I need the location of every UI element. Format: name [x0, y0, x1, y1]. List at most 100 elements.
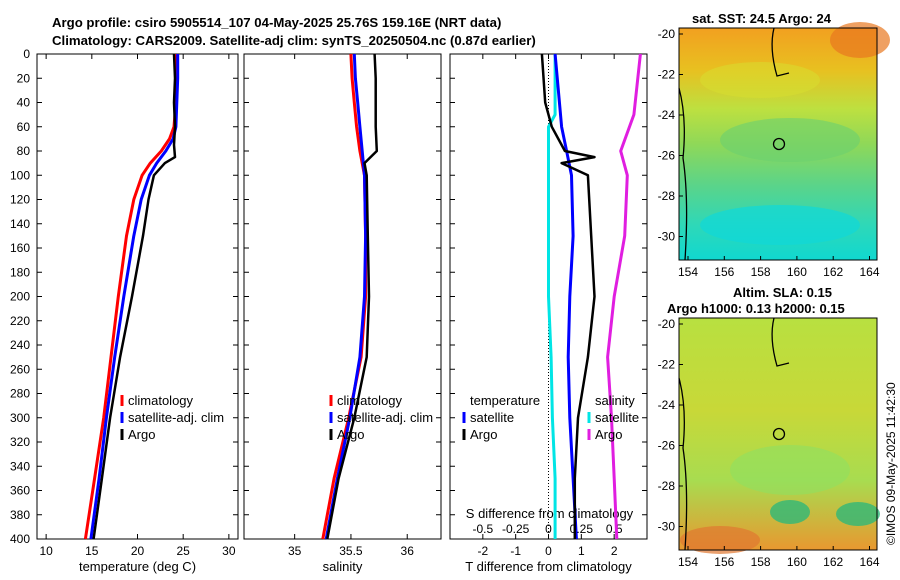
argo-line — [326, 53, 379, 540]
y-tick-label: -26 — [658, 149, 676, 163]
profile-panel-difference: -2 -1 0 1 2T difference from climatology -0.5… — [449, 53, 648, 574]
x-tick-label: 20 — [131, 544, 145, 558]
x-tick-label: 2 — [611, 544, 618, 558]
figure-title-line2: Climatology: CARS2009. Satellite-adj cli… — [52, 33, 536, 48]
legend-temperature-title: temperature — [470, 393, 540, 408]
panel-frame — [36, 53, 239, 540]
x-tick-label: 164 — [859, 555, 879, 569]
x-tick-label: 30 — [222, 544, 236, 558]
t-satellite-line — [553, 53, 578, 540]
sla-low-patch — [730, 445, 850, 495]
legend-climatology-label: climatology — [337, 393, 403, 408]
legend-s-satellite-label: satellite — [595, 410, 639, 425]
sst-map-title: sat. SST: 24.5 Argo: 24 — [692, 11, 831, 26]
x-axis-label: temperature (deg C) — [79, 559, 196, 574]
legend-satellite-adj-clim-label: satellite-adj. clim — [337, 410, 433, 425]
x-tick-label: 0 — [545, 544, 552, 558]
y-tick-label: 240 — [10, 338, 30, 352]
sst-map-coastline — [678, 87, 688, 261]
legend-s-argo-label: Argo — [595, 427, 622, 442]
y-tick-label: -28 — [658, 189, 676, 203]
x-tick-label: -2 — [477, 544, 488, 558]
y-tick-label: -22 — [658, 68, 676, 82]
figure-title-line1: Argo profile: csiro 5905514_107 04-May-2… — [52, 15, 502, 30]
profile-panel-temperature: 10 15 20 25 30 temperature (deg C) 0 20 40 60 80 10… — [10, 47, 239, 574]
x-tick-label: 158 — [751, 555, 771, 569]
x-tick-label: 158 — [751, 265, 771, 279]
x-tick-label: 162 — [823, 265, 843, 279]
y-tick-label: 20 — [17, 71, 31, 85]
x-tick-label: 35.5 — [339, 544, 363, 558]
y-tick-label: 180 — [10, 265, 30, 279]
legend-argo-label: Argo — [128, 427, 155, 442]
x-tick-label: 164 — [859, 265, 879, 279]
s-tick-label: -0.25 — [502, 522, 530, 536]
x-tick-label: 156 — [714, 555, 734, 569]
x-tick-label: 36 — [401, 544, 415, 558]
y-tick-label: 60 — [17, 120, 31, 134]
y-tick-label: -24 — [658, 108, 676, 122]
sst-cool-patch — [720, 118, 860, 162]
x-axis-label: salinity — [323, 559, 363, 574]
legend-satellite-adj-clim-label: satellite-adj. clim — [128, 410, 224, 425]
y-tick-label: 220 — [10, 314, 30, 328]
x-tick-label: 156 — [714, 265, 734, 279]
sst-hot-patch — [830, 22, 890, 58]
y-tick-label: 300 — [10, 411, 30, 425]
y-tick-label: 140 — [10, 217, 30, 231]
legend-salinity-title: salinity — [595, 393, 635, 408]
sst-map-reef-outline — [771, 27, 790, 77]
x-tick-label: 162 — [823, 555, 843, 569]
satellite-adj-clim-line — [89, 54, 180, 540]
y-tick-label: 40 — [17, 96, 31, 110]
y-tick-label: -30 — [658, 520, 676, 534]
s-argo-line — [606, 53, 642, 540]
s-tick-label: 0 — [545, 522, 552, 536]
satellite-adj-clim-line — [324, 53, 368, 540]
sla-map-coastline — [678, 377, 688, 551]
sla-map-title-line1: Altim. SLA: 0.15 — [733, 285, 832, 300]
y-tick-label: 280 — [10, 387, 30, 401]
x-tick-label: 160 — [787, 555, 807, 569]
y-tick-label: -20 — [658, 317, 676, 331]
sst-map-panel: 154 156 158 160 162 164 -20 -22 -24 -26 -28 -30 — [658, 22, 890, 279]
sla-map-argo-location-marker — [772, 427, 786, 441]
y-tick-label: 340 — [10, 459, 30, 473]
x-tick-label: 15 — [85, 544, 99, 558]
y-tick-label: -30 — [658, 230, 676, 244]
x-tick-label: 25 — [177, 544, 191, 558]
y-tick-label: 400 — [10, 532, 30, 546]
sst-cold-patch — [700, 205, 860, 245]
y-tick-label: 100 — [10, 168, 30, 182]
y-tick-label: -28 — [658, 479, 676, 493]
s-axis-label: S difference from climatology — [466, 506, 634, 521]
y-tick-label: -22 — [658, 358, 676, 372]
legend-argo-label: Argo — [337, 427, 364, 442]
y-tick-label: -20 — [658, 27, 676, 41]
x-tick-label: 160 — [787, 265, 807, 279]
legend-t-argo-label: Argo — [470, 427, 497, 442]
legend-t-satellite-label: satellite — [470, 410, 514, 425]
y-tick-label: 260 — [10, 362, 30, 376]
y-tick-label: 380 — [10, 508, 30, 522]
t-argo-line — [540, 53, 596, 539]
x-tick-label: 154 — [678, 555, 698, 569]
sst-map-argo-location-marker — [772, 137, 786, 151]
argo-line — [92, 53, 177, 540]
sla-map-title-line2: Argo h1000: 0.13 h2000: 0.15 — [667, 301, 845, 316]
sla-map-frame — [678, 317, 878, 551]
sst-map-frame — [678, 27, 878, 261]
s-tick-label: 0.25 — [570, 522, 594, 536]
sla-map-reef-outline — [771, 317, 790, 367]
y-tick-label: 0 — [23, 47, 30, 61]
sst-warm-patch — [700, 62, 820, 98]
x-tick-label: 154 — [678, 265, 698, 279]
sla-eddy-patch-2 — [770, 500, 810, 524]
x-tick-label: -1 — [510, 544, 521, 558]
sla-map-panel: 154 156 158 160 162 164 -20 -22 -24 -26 -28 -30 — [658, 317, 880, 569]
y-tick-label: -24 — [658, 398, 676, 412]
sla-high-patch — [680, 526, 760, 554]
x-tick-label: 10 — [39, 544, 53, 558]
profile-panel-salinity: 35 35.5 36 salinity climatology satellite-adj… — [243, 53, 442, 574]
